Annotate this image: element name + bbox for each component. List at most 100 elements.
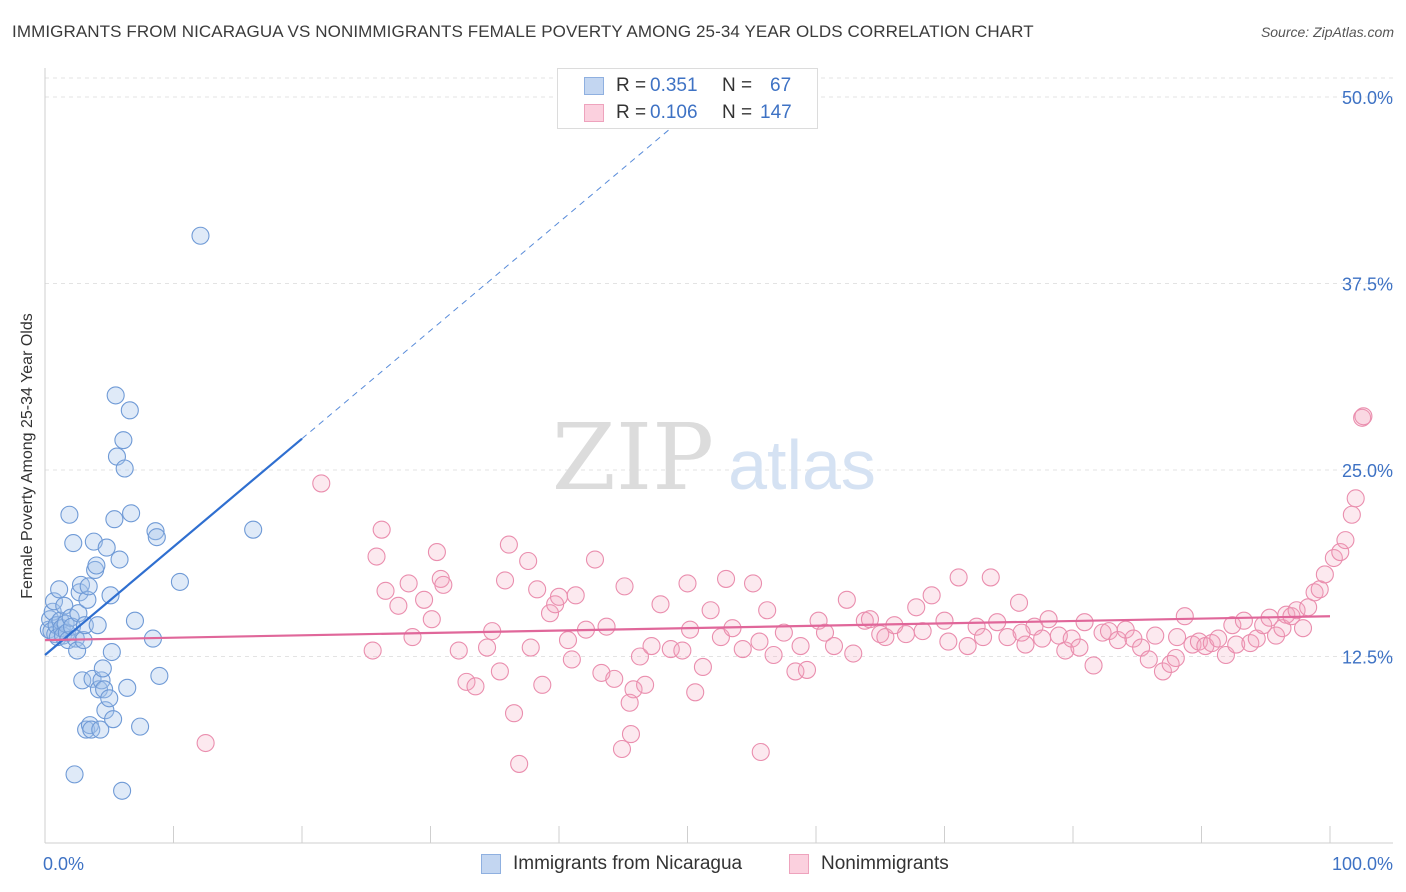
legend-r-label-pink: R = [616,102,647,123]
nicaragua-point [191,226,210,245]
nonimmigrant-point [630,647,650,666]
nonimmigrant-point [533,675,552,694]
nonimmigrant-point [521,638,540,657]
nonimmigrant-point [1016,635,1035,654]
nicaragua-point [118,678,137,697]
legend-n-value-pink: 147 [760,102,792,123]
trend-lines [44,113,1331,656]
y-axis-label: Female Poverty Among 25-34 Year Olds [19,313,36,599]
nonimmigrant-point [434,575,453,594]
nicaragua-point [113,781,132,800]
watermark-atlas: atlas [728,426,876,504]
nonimmigrant-point [1161,654,1180,674]
nonimmigrant-point [399,574,418,593]
nonimmigrant-point [612,739,632,759]
nicaragua-point [78,590,97,609]
nicaragua-point [71,575,91,594]
legend-swatch-pink [584,104,604,122]
nonimmigrant-point [764,645,783,665]
nonimmigrant-point [1084,656,1103,675]
nonimmigrant-point [651,595,670,614]
nonimmigrant-point [791,637,810,656]
nonimmigrant-point [913,622,932,641]
nonimmigrant-point [907,598,926,617]
axes [44,68,1393,844]
nonimmigrant-point [774,623,793,642]
nonimmigrant-point [1012,623,1031,642]
nonimmigrant-point [528,580,547,599]
nonimmigrant-point [558,631,578,650]
nonimmigrant-point [733,639,752,659]
nonimmigrant-point [686,683,705,702]
nonimmigrant-point [1315,565,1334,584]
nicaragua-point [244,520,263,539]
nonimmigrant-point [1146,626,1165,645]
x-tick-label-min: 0.0% [43,854,84,874]
nonimmigrant-point [1305,583,1324,602]
nicaragua-point [87,556,106,575]
nonimmigrant-point [363,641,382,660]
legend-label-nonimmigrants: Nonimmigrants [821,853,949,874]
nonimmigrant-point [1108,631,1128,650]
nicaragua-point [114,431,133,450]
nonimmigrant-point [510,754,529,773]
nicaragua-point [65,765,84,784]
watermark: ZIP atlas [552,404,876,511]
nicaragua-trend-line [44,437,303,656]
nicaragua-point [104,710,123,729]
legend-n-label-pink: N = [722,102,753,123]
nonimmigrant-point [1039,610,1058,629]
nonimmigrant-point [605,669,624,688]
nonimmigrant-point [615,577,634,596]
nonimmigrant-point [1331,543,1350,562]
nicaragua-point [100,689,119,708]
nonimmigrant-point [786,662,805,681]
x-tick-label-max: 100.0% [1332,854,1393,874]
nonimmigrant-point [949,568,968,587]
nonimmigrant-point [751,742,770,762]
nonimmigrant-point [701,601,720,620]
nonimmigrant-point [477,638,497,657]
nicaragua-point [131,717,150,736]
nicaragua-point [125,611,144,630]
nonimmigrant-point [661,639,680,659]
nonimmigrant-point [457,672,476,691]
nicaragua-point [122,504,141,523]
nicaragua-point [115,459,134,478]
nicaragua-point [91,720,110,739]
chart-title: IMMIGRANTS FROM NICARAGUA VS NONIMMIGRAN… [12,22,1034,41]
y-tick-label: 25.0% [1342,461,1393,481]
nicaragua-point [79,577,98,596]
nicaragua-trend-extension [301,113,688,440]
nonimmigrant-point [824,637,844,656]
nicaragua-point [147,528,166,547]
nonimmigrant-point [549,587,569,606]
nonimmigrant-point [750,632,769,651]
nonimmigrant-point [1093,623,1112,642]
legend-swatch-nonimmigrants [789,854,809,874]
nonimmigrant-point [1139,650,1158,669]
nonimmigrant-point [693,657,712,676]
source-credit: Source: ZipAtlas.com [1260,24,1394,40]
nicaragua-points [39,226,263,800]
nonimmigrant-point [1354,407,1373,426]
nicaragua-point [50,580,69,599]
nonimmigrant-point [519,551,538,571]
nonimmigrant-point [540,604,560,623]
nonimmigrant-point [837,590,856,609]
watermark-zip: ZIP [552,404,714,511]
nonimmigrant-point [1033,629,1052,648]
nonimmigrant-point [896,625,916,644]
nicaragua-point [44,592,64,611]
nonimmigrant-point [1070,638,1089,657]
tick-labels: 12.5% 25.0% 37.5% 50.0% 0.0% 100.0% [43,88,1393,874]
nonimmigrant-point [367,547,386,566]
nonimmigrant-point [1075,613,1094,632]
nonimmigrant-point [196,733,215,753]
nonimmigrant-point [621,725,641,744]
nonimmigrant-point [389,596,408,615]
nonimmigrant-point [1346,489,1365,508]
nonimmigrant-point [449,641,468,660]
nicaragua-point [146,522,165,541]
correlation-legend: R = 0.351 N = 67 R = 0.106 N = 147 [557,68,818,129]
